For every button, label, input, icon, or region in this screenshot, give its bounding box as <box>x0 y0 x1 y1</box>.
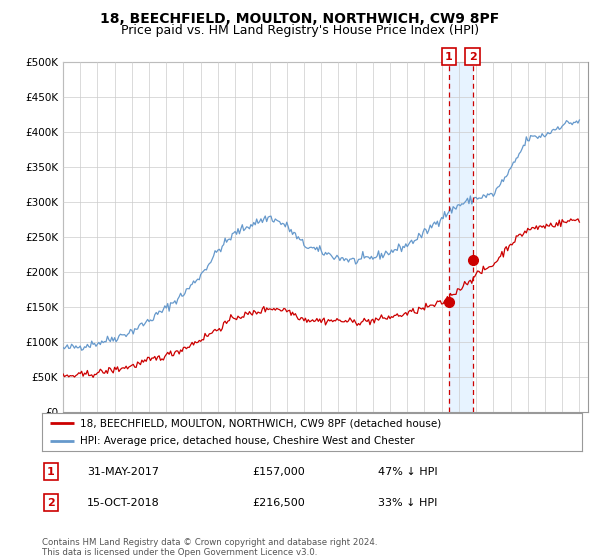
Text: 47% ↓ HPI: 47% ↓ HPI <box>378 467 437 477</box>
Text: 1: 1 <box>445 52 453 62</box>
Text: 31-MAY-2017: 31-MAY-2017 <box>87 467 159 477</box>
Text: Price paid vs. HM Land Registry's House Price Index (HPI): Price paid vs. HM Land Registry's House … <box>121 24 479 36</box>
Text: £216,500: £216,500 <box>252 498 305 507</box>
Text: Contains HM Land Registry data © Crown copyright and database right 2024.
This d: Contains HM Land Registry data © Crown c… <box>42 538 377 557</box>
Text: 33% ↓ HPI: 33% ↓ HPI <box>378 498 437 507</box>
Text: HPI: Average price, detached house, Cheshire West and Chester: HPI: Average price, detached house, Ches… <box>80 436 415 446</box>
Bar <box>449 62 472 412</box>
Text: 18, BEECHFIELD, MOULTON, NORTHWICH, CW9 8PF: 18, BEECHFIELD, MOULTON, NORTHWICH, CW9 … <box>100 12 500 26</box>
Text: 2: 2 <box>469 52 476 62</box>
Text: 2: 2 <box>47 498 55 507</box>
Text: 15-OCT-2018: 15-OCT-2018 <box>87 498 160 507</box>
Text: £157,000: £157,000 <box>252 467 305 477</box>
Text: 18, BEECHFIELD, MOULTON, NORTHWICH, CW9 8PF (detached house): 18, BEECHFIELD, MOULTON, NORTHWICH, CW9 … <box>80 418 441 428</box>
Text: 1: 1 <box>47 467 55 477</box>
